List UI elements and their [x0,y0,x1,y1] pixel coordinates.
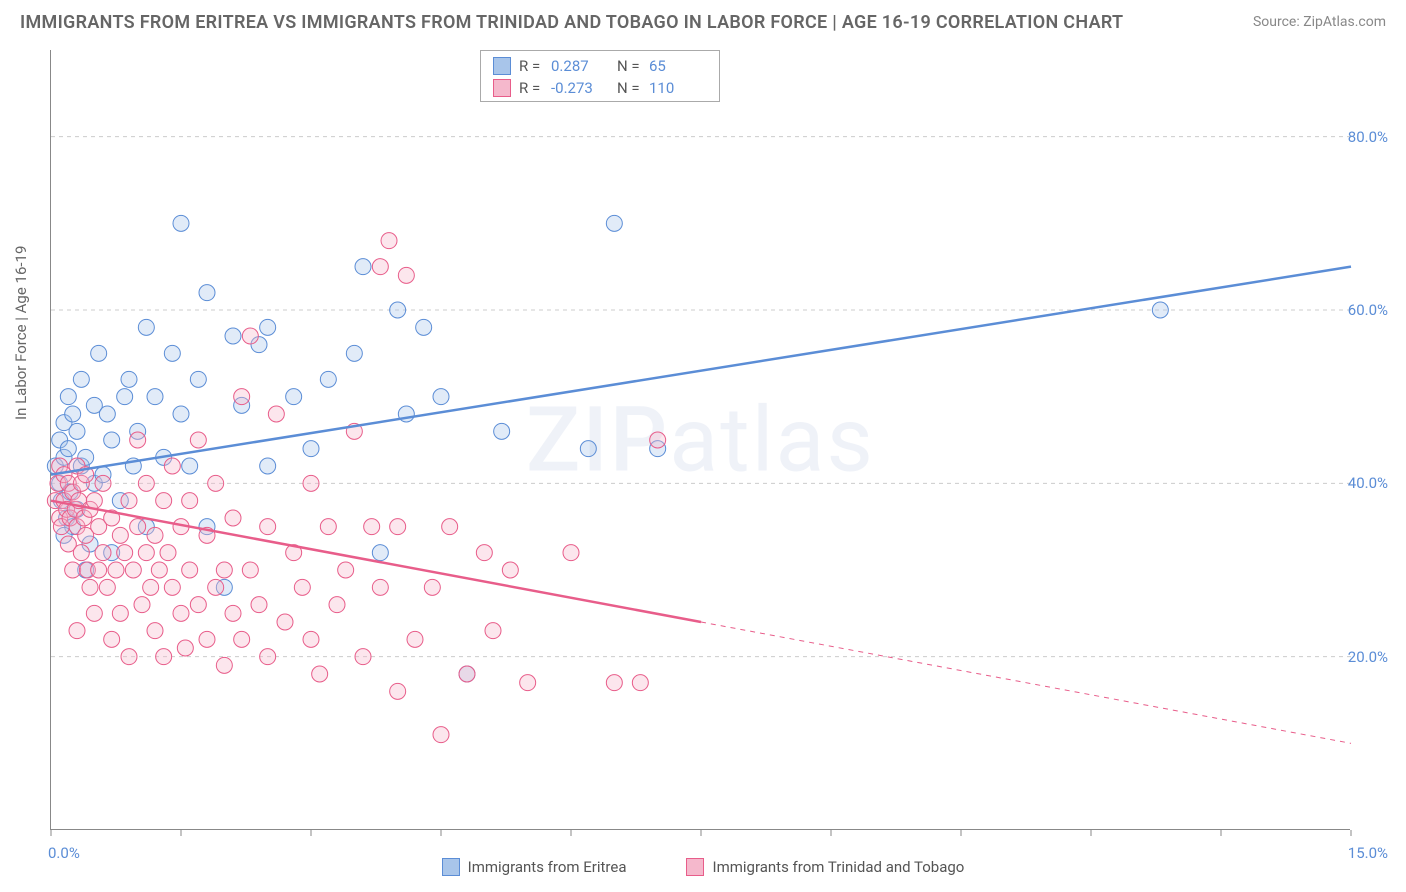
n-label: N = [617,77,641,99]
swatch-trinidad [493,79,511,97]
r-label: R = [519,55,543,77]
legend-item-eritrea: Immigrants from Eritrea [442,858,627,876]
series-legend: Immigrants from Eritrea Immigrants from … [0,858,1406,876]
n-value-eritrea: 65 [649,55,707,77]
y-tick-label: 80.0% [1348,128,1388,146]
y-tick-label: 20.0% [1348,648,1388,666]
plot-area: ZIPatlas [50,50,1350,830]
chart-svg [51,50,1350,829]
y-tick-label: 40.0% [1348,474,1388,492]
n-label: N = [617,55,641,77]
correlation-legend: R = 0.287 N = 65 R = -0.273 N = 110 [480,50,720,102]
swatch-eritrea-bottom [442,858,460,876]
legend-label-trinidad: Immigrants from Trinidad and Tobago [712,858,964,876]
n-value-trinidad: 110 [649,77,707,99]
x-tick-15: 15.0% [1348,844,1388,862]
legend-row-trinidad: R = -0.273 N = 110 [493,77,707,99]
x-tick-0: 0.0% [48,844,80,862]
r-value-eritrea: 0.287 [551,55,609,77]
legend-row-eritrea: R = 0.287 N = 65 [493,55,707,77]
source-attribution: Source: ZipAtlas.com [1253,14,1386,30]
legend-label-eritrea: Immigrants from Eritrea [468,858,627,876]
y-tick-label: 60.0% [1348,301,1388,319]
swatch-trinidad-bottom [686,858,704,876]
swatch-eritrea [493,57,511,75]
chart-container: IMMIGRANTS FROM ERITREA VS IMMIGRANTS FR… [0,0,1406,892]
y-axis-label: In Labor Force | Age 16-19 [12,246,30,420]
chart-title: IMMIGRANTS FROM ERITREA VS IMMIGRANTS FR… [20,12,1123,33]
r-value-trinidad: -0.273 [551,77,609,99]
legend-item-trinidad: Immigrants from Trinidad and Tobago [686,858,964,876]
r-label: R = [519,77,543,99]
